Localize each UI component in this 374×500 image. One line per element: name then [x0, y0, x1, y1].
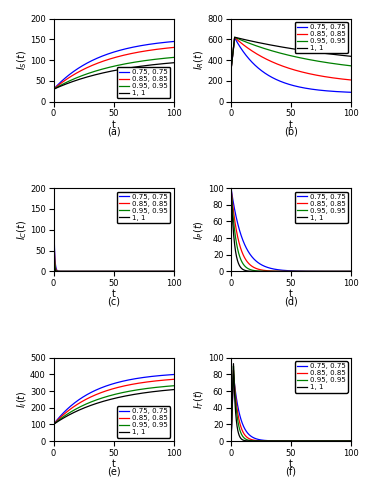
Y-axis label: $I_P(t)$: $I_P(t)$	[193, 220, 206, 240]
Y-axis label: $I_R(t)$: $I_R(t)$	[193, 50, 206, 70]
Text: (c): (c)	[107, 296, 120, 306]
Legend: 0.75, 0.75, 0.85, 0.85, 0.95, 0.95, 1, 1: 0.75, 0.75, 0.85, 0.85, 0.95, 0.95, 1, 1	[117, 192, 170, 223]
Text: (f): (f)	[286, 466, 297, 476]
X-axis label: t: t	[111, 290, 116, 300]
Legend: 0.75, 0.75, 0.85, 0.85, 0.95, 0.95, 1, 1: 0.75, 0.75, 0.85, 0.85, 0.95, 0.95, 1, 1	[117, 67, 170, 98]
Y-axis label: $I_C(t)$: $I_C(t)$	[15, 220, 29, 240]
X-axis label: t: t	[111, 459, 116, 469]
Text: (a): (a)	[107, 127, 120, 137]
Y-axis label: $I_I(t)$: $I_I(t)$	[15, 390, 28, 408]
Legend: 0.75, 0.75, 0.85, 0.85, 0.95, 0.95, 1, 1: 0.75, 0.75, 0.85, 0.85, 0.95, 0.95, 1, 1	[117, 406, 170, 438]
X-axis label: t: t	[289, 459, 293, 469]
Text: (b): (b)	[284, 127, 298, 137]
X-axis label: t: t	[289, 120, 293, 130]
X-axis label: t: t	[289, 290, 293, 300]
Legend: 0.75, 0.75, 0.85, 0.85, 0.95, 0.95, 1, 1: 0.75, 0.75, 0.85, 0.85, 0.95, 0.95, 1, 1	[295, 22, 348, 54]
Text: (d): (d)	[284, 296, 298, 306]
Text: (e): (e)	[107, 466, 120, 476]
Legend: 0.75, 0.75, 0.85, 0.85, 0.95, 0.95, 1, 1: 0.75, 0.75, 0.85, 0.85, 0.95, 0.95, 1, 1	[295, 192, 348, 223]
X-axis label: t: t	[111, 120, 116, 130]
Y-axis label: $I_S(t)$: $I_S(t)$	[15, 50, 29, 70]
Legend: 0.75, 0.75, 0.85, 0.85, 0.95, 0.95, 1, 1: 0.75, 0.75, 0.85, 0.85, 0.95, 0.95, 1, 1	[295, 361, 348, 392]
Y-axis label: $I_T(t)$: $I_T(t)$	[193, 390, 206, 409]
